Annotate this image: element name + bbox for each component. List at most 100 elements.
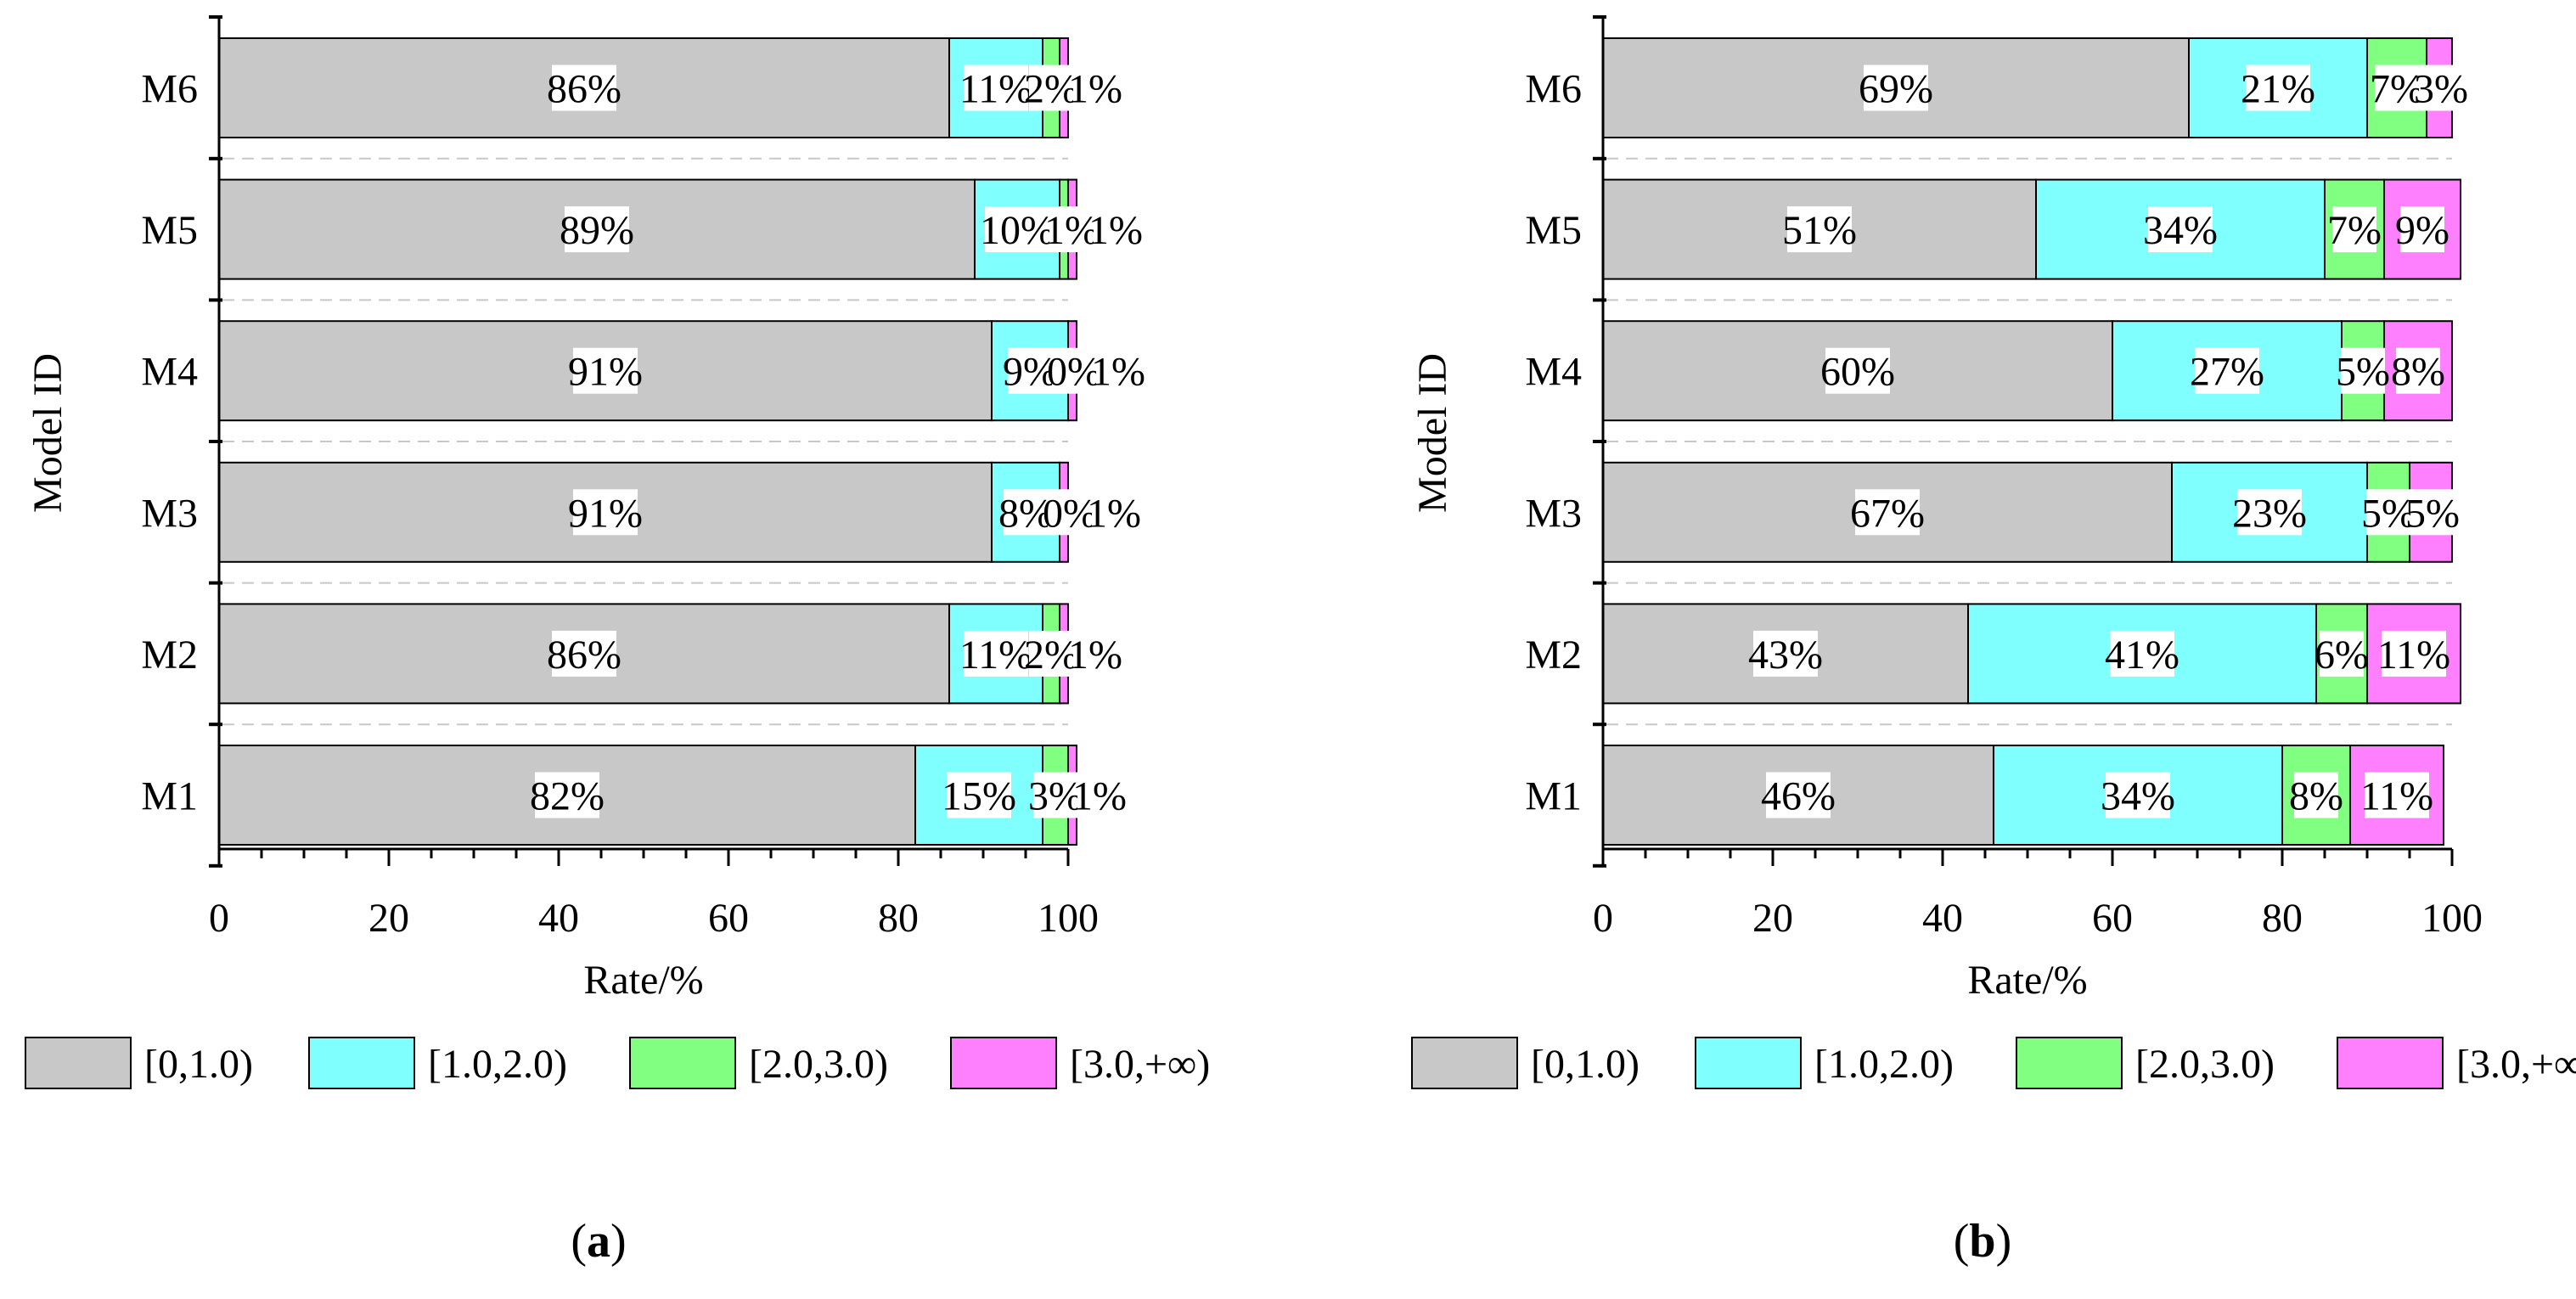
data-label-bg [1048, 489, 1092, 536]
data-label-bg [1092, 489, 1136, 536]
y-axis-title: Model ID [1410, 353, 1455, 513]
data-label-bg [2365, 772, 2429, 818]
data-label-bg [1052, 347, 1096, 394]
data-label: 15% [942, 774, 1016, 819]
x-tick-label: 80 [878, 896, 919, 941]
data-label-bg [1094, 206, 1138, 253]
y-tick-label: M3 [141, 491, 198, 536]
y-tick-label: M4 [141, 350, 198, 395]
data-label: 5% [2405, 491, 2460, 536]
data-label: 41% [2105, 633, 2179, 678]
data-label: 34% [2101, 774, 2175, 819]
legend-label: [2.0,3.0) [749, 1042, 888, 1087]
data-label: 1% [1091, 350, 1145, 395]
data-label-bg [2382, 630, 2446, 677]
data-label: 69% [1859, 67, 1933, 112]
data-label: 82% [530, 774, 605, 819]
data-label-bg [2110, 630, 2174, 677]
x-axis-title: Rate/% [1967, 958, 2087, 1003]
data-label-bg [2148, 206, 2213, 253]
data-label: 3% [2414, 67, 2468, 112]
y-tick-label: M6 [1525, 67, 1582, 112]
data-label-bg [2410, 489, 2455, 536]
data-label: 11% [2360, 774, 2433, 819]
data-label-bg [2294, 772, 2338, 818]
data-label: 34% [2143, 208, 2218, 253]
x-tick-label: 60 [708, 896, 749, 941]
data-label: 86% [547, 67, 622, 112]
data-label-bg [573, 347, 638, 394]
data-label: 7% [2327, 208, 2382, 253]
data-label-bg [552, 630, 616, 677]
data-label-bg [985, 206, 1049, 253]
y-tick-label: M2 [141, 633, 198, 678]
data-label: 11% [959, 633, 1032, 678]
x-tick-label: 80 [2262, 896, 2303, 941]
data-label-bg [1787, 206, 1852, 253]
data-label: 3% [1028, 774, 1083, 819]
legend-swatch [950, 1037, 1057, 1089]
y-axis-title: Model ID [25, 353, 70, 513]
data-label: 43% [1748, 633, 1823, 678]
data-label: 8% [2391, 350, 2445, 395]
data-label-bg [2396, 347, 2440, 394]
y-tick-label: M4 [1525, 350, 1582, 395]
data-label-bg [964, 630, 1028, 677]
legend-swatch [1411, 1037, 1518, 1089]
data-label: 10% [980, 208, 1055, 253]
data-label-bg [2366, 489, 2410, 536]
legend-label: [1.0,2.0) [1814, 1042, 1954, 1087]
data-label-bg [1004, 489, 1048, 536]
data-label: 1% [1072, 774, 1127, 819]
y-tick-label: M2 [1525, 633, 1582, 678]
data-label-bg [2246, 65, 2310, 111]
data-label: 2% [1024, 67, 1078, 112]
data-label-bg [535, 772, 599, 818]
legend-swatch [308, 1037, 415, 1089]
data-label-bg [573, 489, 638, 536]
data-label-bg [565, 206, 629, 253]
panel-label: (b) [1954, 1215, 2011, 1268]
data-label-bg [2375, 65, 2419, 111]
legend-label: [0,1.0) [1531, 1042, 1640, 1087]
data-label-bg [1864, 65, 1928, 111]
data-label: 23% [2232, 491, 2307, 536]
y-tick-label: M6 [141, 67, 198, 112]
x-tick-label: 40 [1922, 896, 1963, 941]
y-tick-label: M3 [1525, 491, 1582, 536]
legend-label: [2.0,3.0) [2135, 1042, 2275, 1087]
data-label: 89% [560, 208, 634, 253]
data-label: 1% [1088, 208, 1143, 253]
data-label-bg [964, 65, 1028, 111]
data-label-bg [1029, 65, 1073, 111]
y-tick-label: M5 [1525, 208, 1582, 253]
data-label: 51% [1782, 208, 1857, 253]
data-label-bg [947, 772, 1011, 818]
data-label-bg [2195, 347, 2259, 394]
data-label: 67% [1850, 491, 1925, 536]
data-label-bg [2332, 206, 2376, 253]
data-label: 27% [2190, 350, 2264, 395]
x-tick-label: 20 [368, 896, 409, 941]
legend-label: [3.0,+∞) [1070, 1042, 1210, 1087]
data-label: 2% [1024, 633, 1078, 678]
data-label: 1% [1068, 67, 1122, 112]
panel-label: (a) [571, 1215, 626, 1268]
data-label-bg [2400, 206, 2444, 253]
data-label: 21% [2241, 67, 2315, 112]
data-label: 0% [1047, 350, 1101, 395]
data-label: 8% [2289, 774, 2343, 819]
y-tick-label: M1 [141, 774, 198, 819]
data-label: 0% [1043, 491, 1097, 536]
data-label-bg [1855, 489, 1920, 536]
data-label: 6% [2314, 633, 2369, 678]
x-tick-label: 20 [1752, 896, 1793, 941]
data-label: 91% [568, 491, 643, 536]
data-label: 11% [2377, 633, 2450, 678]
data-label: 86% [547, 633, 622, 678]
data-label-bg [552, 65, 616, 111]
legend-swatch [1695, 1037, 1802, 1089]
legend-label: [3.0,+∞) [2456, 1042, 2576, 1087]
